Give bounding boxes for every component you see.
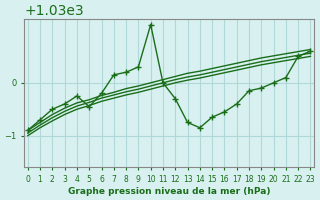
X-axis label: Graphe pression niveau de la mer (hPa): Graphe pression niveau de la mer (hPa): [68, 187, 270, 196]
